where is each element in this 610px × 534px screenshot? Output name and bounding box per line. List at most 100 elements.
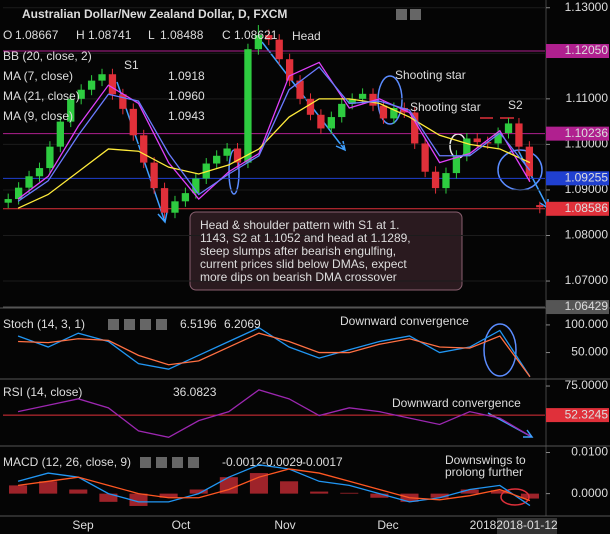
candle-body xyxy=(4,199,12,203)
note-line: more dips on bearish DMA crossover xyxy=(200,270,397,284)
note-box xyxy=(189,211,463,291)
candle-body xyxy=(192,178,200,194)
x-tick-label: Dec xyxy=(377,518,398,532)
y-tick-label: 1.13000 xyxy=(565,0,609,14)
annotation: Shooting star xyxy=(410,100,481,114)
level-label: 1.08586 xyxy=(565,201,609,215)
legend-value: 6.2069 xyxy=(224,317,261,331)
histogram-bar xyxy=(99,493,118,502)
histogram-bar xyxy=(520,493,539,499)
highlight-ellipse xyxy=(483,323,517,377)
icon xyxy=(396,9,407,20)
candle-body xyxy=(265,35,273,40)
ohlc-value: 1.08488 xyxy=(160,28,204,42)
icon xyxy=(140,457,151,468)
date-box xyxy=(497,518,557,534)
panel-title: MACD (12, 26, close, 9) xyxy=(3,455,131,469)
current-date: 2018-01-12 xyxy=(496,518,558,532)
candle-body xyxy=(171,201,179,213)
histogram-bar xyxy=(490,490,509,494)
panel-title: Stoch (14, 3, 1) xyxy=(3,317,85,331)
candle-body xyxy=(285,59,294,81)
y-tick-label: 75.0000 xyxy=(565,378,609,392)
legend-value: 6.5196 xyxy=(180,317,217,331)
candle-body xyxy=(108,74,117,95)
ma-line xyxy=(17,61,531,200)
histogram-bar xyxy=(370,493,389,498)
candle-body xyxy=(411,112,419,144)
level-label: 1.09255 xyxy=(565,170,609,184)
y-tick-label: 100.000 xyxy=(565,317,609,331)
icon xyxy=(156,319,167,330)
candle-body xyxy=(525,146,534,177)
level-label: 1.12050 xyxy=(565,43,609,57)
ohlc-label: L xyxy=(148,28,155,42)
legend-label: MA (7, close) xyxy=(3,69,73,83)
histogram-bar xyxy=(39,481,58,494)
pattern-label: Head xyxy=(292,29,321,43)
ohlc-value: 1.08621 xyxy=(234,28,278,42)
candle-body xyxy=(504,123,513,134)
histogram-bar xyxy=(9,485,28,494)
candle-body xyxy=(296,80,304,99)
candle-body xyxy=(379,105,388,119)
candle-body xyxy=(473,138,481,143)
candle-body xyxy=(160,188,169,213)
candle-body xyxy=(77,89,85,99)
x-tick-label: Sep xyxy=(72,518,94,532)
legend-value: -0.0017 xyxy=(302,455,343,469)
candle-body xyxy=(369,93,377,106)
legend-value: -0.0029 xyxy=(262,455,303,469)
panel-title: RSI (14, close) xyxy=(3,385,82,399)
y-tick-label: 50.000 xyxy=(571,345,608,359)
candle-body xyxy=(494,133,502,144)
annotation: Downswings to xyxy=(445,453,526,467)
candle-body xyxy=(119,94,127,109)
indicator-line xyxy=(17,389,531,438)
legend-value: 36.0823 xyxy=(173,385,217,399)
candle-body xyxy=(150,162,158,189)
level-label-box xyxy=(546,201,609,216)
note-line: current prices slid below DMAs, expect xyxy=(200,257,407,271)
note-line: 1143, S2 at 1.1052 and head at 1.1289, xyxy=(200,231,411,245)
candle-body xyxy=(390,107,398,119)
annotation: Shooting star xyxy=(395,68,466,82)
icon xyxy=(156,457,167,468)
candle-body xyxy=(317,114,325,129)
highlight-ellipse xyxy=(377,75,403,125)
ohlc-label: H xyxy=(76,28,85,42)
candle-body xyxy=(327,117,335,129)
annotation: Downward convergence xyxy=(392,396,521,410)
icon xyxy=(188,457,199,468)
y-tick-label: 1.08000 xyxy=(565,228,609,242)
x-tick-label: Nov xyxy=(274,518,295,532)
histogram-bar xyxy=(219,477,238,494)
histogram-bar xyxy=(69,489,88,494)
candle-body xyxy=(140,135,148,163)
indicator-line xyxy=(17,468,531,502)
candle-body xyxy=(536,205,544,208)
ohlc-label: C xyxy=(222,28,231,42)
candle-body xyxy=(35,168,44,177)
candle-body xyxy=(213,155,221,164)
y-tick-label: 1.11000 xyxy=(566,91,609,105)
legend-value: 1.0943 xyxy=(168,109,205,123)
level-label: 52.3245 xyxy=(565,407,609,421)
candle-body xyxy=(358,93,367,99)
candle-body xyxy=(244,49,252,163)
candle-body xyxy=(338,103,346,118)
x-tick-label: Oct xyxy=(172,518,191,532)
candle-body xyxy=(181,193,190,202)
candle-body xyxy=(421,143,429,172)
candle-body xyxy=(275,39,283,60)
candle-body xyxy=(233,148,242,163)
note-line: steep slumps after bearish engulfing, xyxy=(200,244,396,258)
histogram-bar xyxy=(430,493,449,498)
x-tick-label: 2018 xyxy=(470,518,497,532)
candle-body xyxy=(463,138,471,156)
legend-value: -0.0012 xyxy=(222,455,263,469)
histogram-bar xyxy=(340,492,359,494)
legend-label: BB (20, close, 2) xyxy=(3,49,92,63)
ma-line xyxy=(17,98,531,209)
